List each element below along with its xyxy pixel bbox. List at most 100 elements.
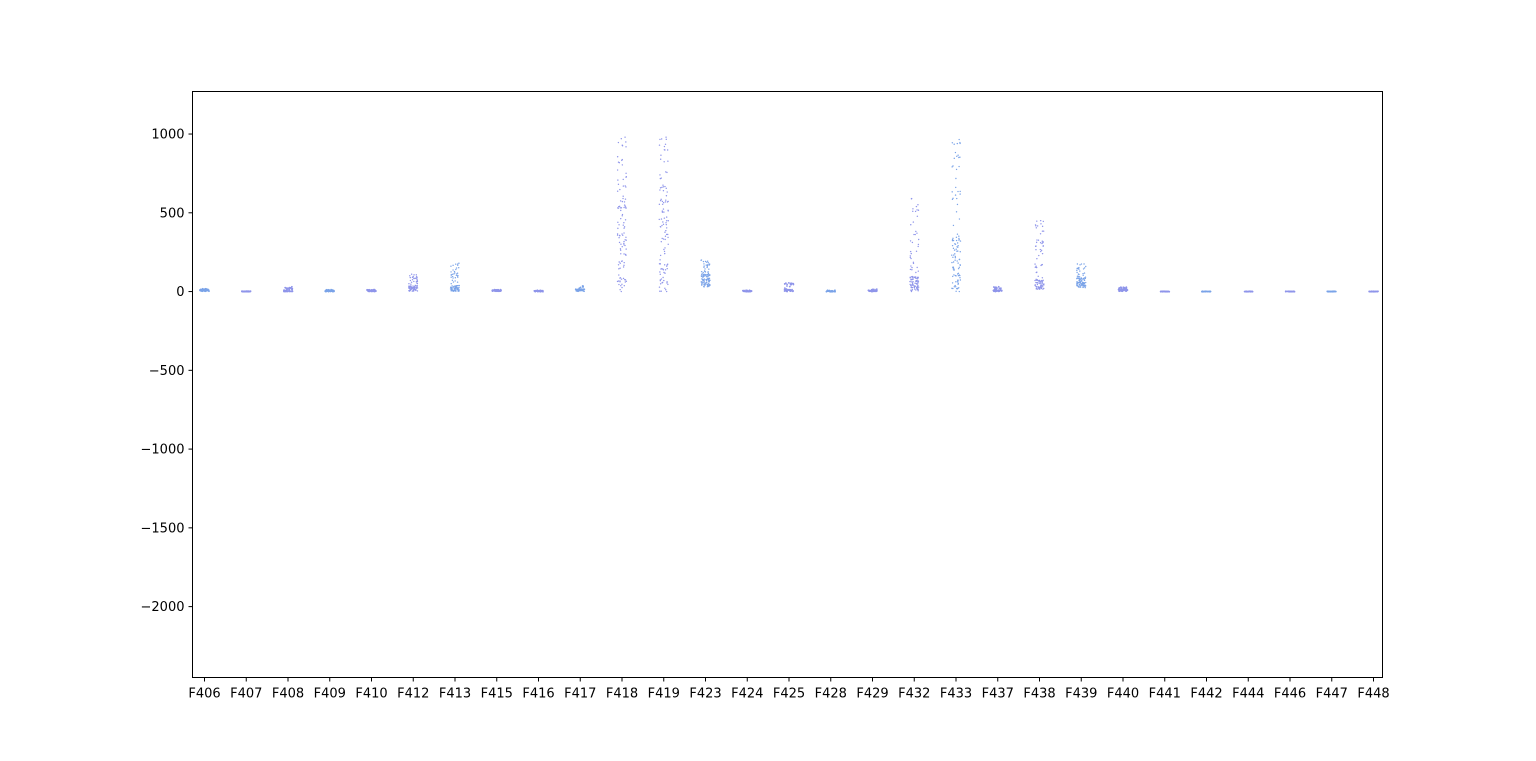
data-point [667,233,669,236]
data-point [458,284,460,287]
x-tick-label: F409 [314,687,346,702]
data-point [331,290,334,293]
data-point [951,254,953,256]
data-point [957,267,960,270]
data-point [666,201,669,203]
data-point [917,276,919,279]
data-point [999,287,1002,290]
data-point [955,211,958,213]
data-point [408,283,410,285]
data-point [454,287,456,290]
data-point [458,262,460,264]
data-point [664,269,667,271]
data-point [624,219,627,221]
data-point [411,287,414,289]
data-point [1076,269,1078,272]
data-point [1084,277,1087,280]
data-point [916,232,918,234]
data-point [1083,267,1086,269]
data-point [825,290,828,293]
data-point [916,279,918,282]
x-tick-label: F424 [731,687,763,702]
data-point [495,289,498,291]
data-point [701,281,703,283]
data-point [619,267,621,269]
data-point [622,266,625,268]
data-point [917,245,919,248]
data-point [621,260,623,262]
data-point [951,261,953,264]
data-point [958,218,961,220]
data-point [621,215,623,217]
data-point [786,283,789,286]
data-point [1085,265,1087,268]
data-point [662,276,664,279]
data-point [621,286,623,289]
data-point [409,275,411,277]
data-point [658,286,661,288]
data-point [1081,278,1083,281]
data-point [659,225,662,228]
data-point [623,204,626,206]
data-point [621,246,623,248]
data-point [1039,248,1042,251]
data-point [955,281,957,283]
data-point [959,156,961,158]
data-point [618,241,621,244]
data-point [411,278,414,281]
data-point [624,198,627,200]
data-point [911,241,914,244]
data-point [958,138,960,141]
data-point [910,285,912,287]
data-point [957,190,959,193]
data-point [1080,286,1082,288]
data-point [1082,274,1084,277]
data-point [955,186,957,189]
data-point [1204,290,1207,293]
data-point [1039,281,1041,283]
data-point [912,276,914,278]
data-point [665,136,667,138]
data-point [625,280,628,283]
data-point [954,255,956,258]
data-point [917,288,919,290]
data-point [659,263,661,265]
data-point [959,264,961,266]
data-point [1082,286,1084,289]
data-point [706,283,708,285]
data-point [618,283,620,286]
data-point [661,200,664,203]
data-point [659,254,662,257]
data-point [913,286,916,289]
data-point [956,273,959,275]
data-point [916,209,918,211]
data-point [994,287,997,290]
data-point [1079,278,1081,281]
data-point [870,290,872,293]
data-point [911,266,913,269]
data-point [705,278,707,281]
data-point [1287,290,1290,293]
data-point [1078,285,1080,288]
data-point [1040,250,1042,253]
data-point [659,189,661,191]
data-point [1083,263,1085,265]
data-point [658,218,660,221]
data-point [410,283,412,285]
data-point [959,277,961,279]
data-point [415,284,417,287]
data-point [912,262,915,265]
data-point [1084,286,1086,289]
data-point [953,143,955,145]
data-point [787,282,790,284]
data-point [625,172,627,174]
data-point [458,286,460,289]
data-point [415,281,418,283]
data-point [620,290,622,293]
data-point [287,290,290,292]
x-tick-label: F442 [1190,687,1222,702]
data-point [1079,281,1082,283]
data-points [199,136,1379,293]
data-point [785,288,788,290]
data-point [455,287,457,289]
